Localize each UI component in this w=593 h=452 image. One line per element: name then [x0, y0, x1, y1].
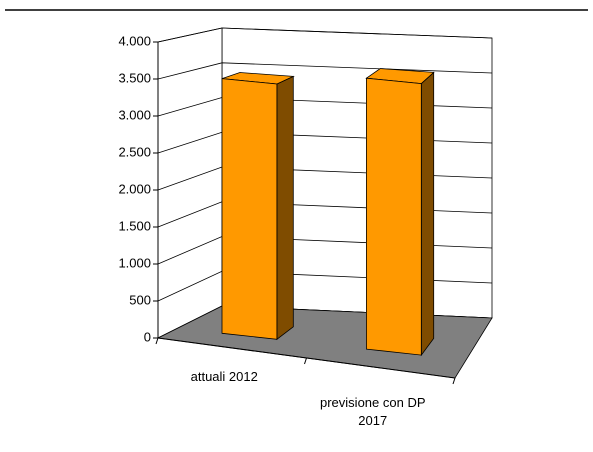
y-tick-label: 0 [144, 329, 151, 344]
y-tick-label: 2.500 [118, 144, 151, 159]
y-tick-label: 1.000 [118, 255, 151, 270]
bar [365, 77, 422, 356]
grid-line [157, 27, 493, 43]
x-tick [304, 357, 307, 365]
grid-line [157, 62, 493, 80]
y-tick-label: 1.500 [118, 218, 151, 233]
y-tick-label: 2.000 [118, 181, 151, 196]
y-tick-label: 500 [129, 292, 151, 307]
x-tick-label: attuali 2012 [190, 369, 258, 384]
side-wall [157, 27, 223, 339]
y-tick-label: 4.000 [118, 33, 151, 48]
bar [221, 78, 278, 340]
bar-side [276, 75, 294, 341]
x-tick-label: previsione con DP 2017 [320, 395, 426, 428]
bar-side [420, 71, 435, 357]
y-tick-label: 3.000 [118, 107, 151, 122]
x-tick [155, 337, 159, 345]
x-tick [452, 377, 456, 385]
x-axis [157, 337, 456, 379]
y-tick-label: 3.500 [118, 70, 151, 85]
